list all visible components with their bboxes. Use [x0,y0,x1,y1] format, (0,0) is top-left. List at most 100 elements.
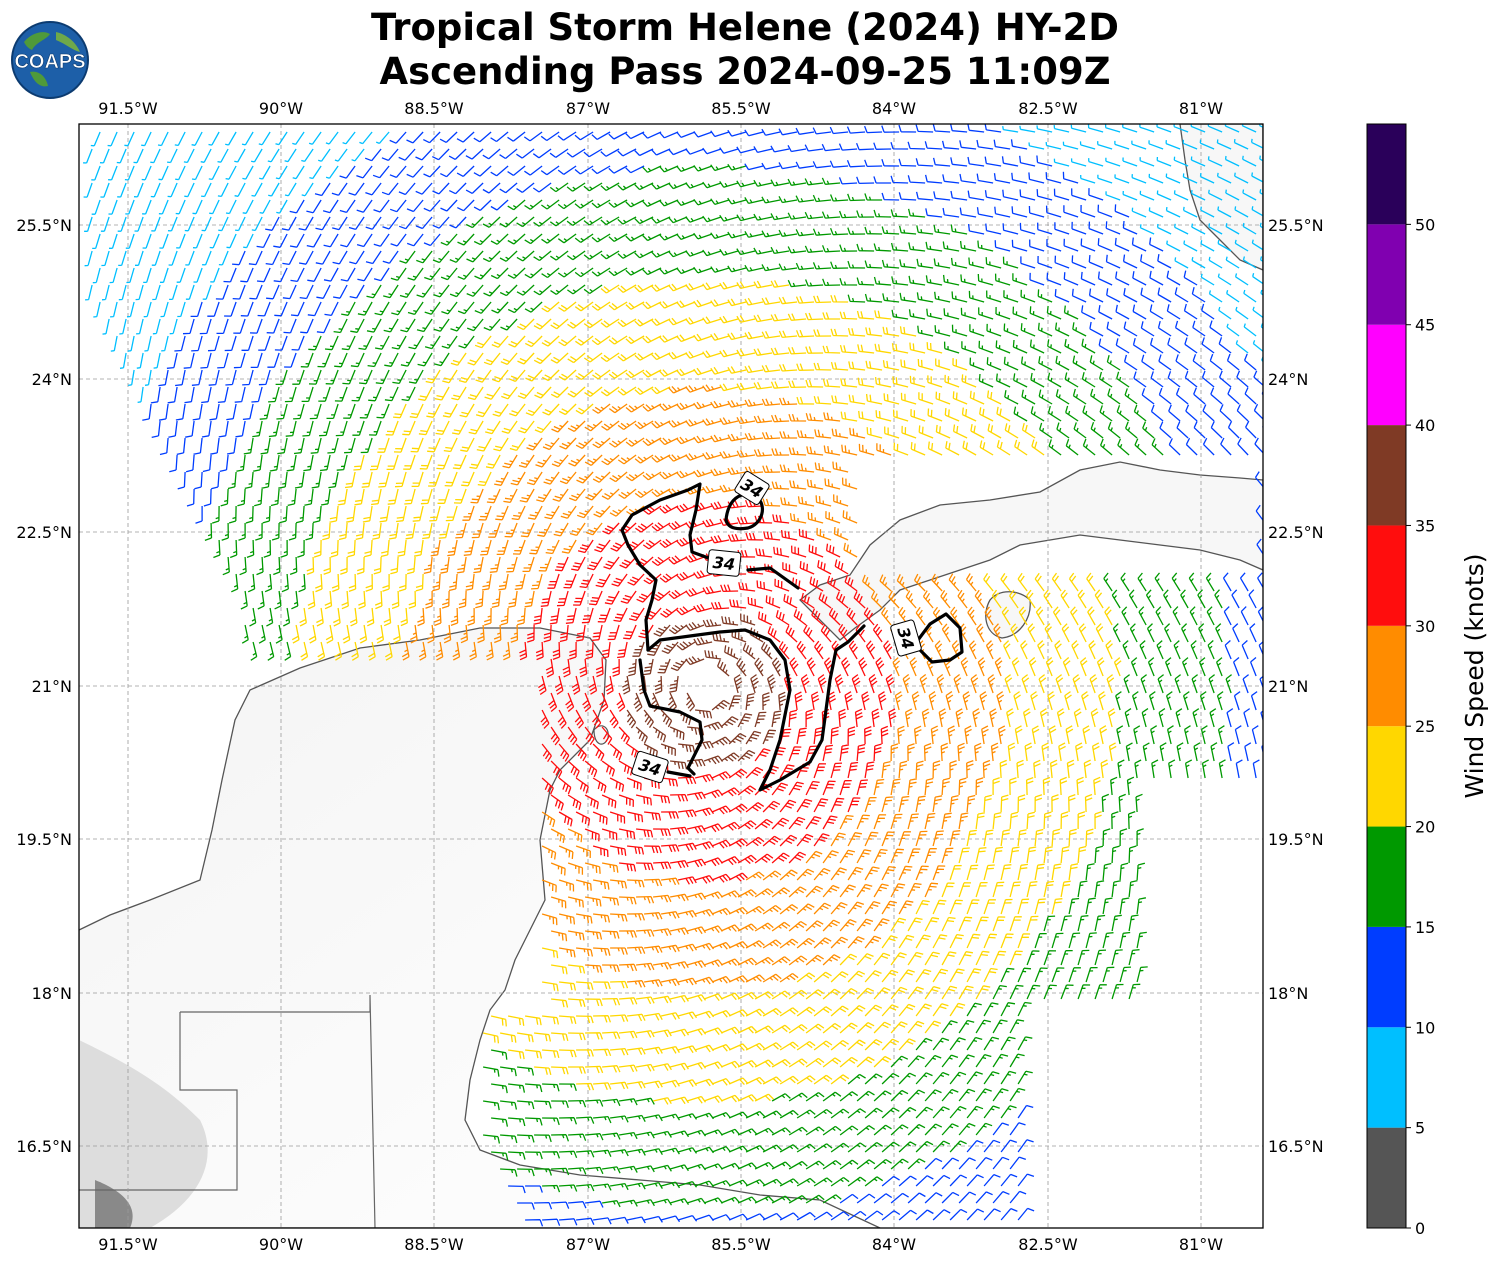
lon-label: 90°W [259,99,303,118]
wind-barb [916,292,934,303]
yucatan-landmass [79,627,881,1228]
wind-barb [557,165,577,175]
wind-barb [101,250,110,267]
wind-barb [249,284,263,300]
wind-barb [1266,590,1273,608]
wind-barb [977,273,994,286]
wind-barb [191,335,203,352]
wind-barb [1063,238,1079,252]
wind-barb [1234,172,1249,184]
wind-barb [1010,139,1028,150]
wind-barb [176,233,186,249]
wind-barb [474,335,492,349]
wind-barb [1088,255,1104,269]
colorbar-tick-label: 30 [1415,617,1435,636]
wind-barb [1225,256,1240,269]
wind-barb [1020,256,1036,269]
wind-barb [401,386,416,402]
wind-barb [1216,172,1232,184]
wind-barb [499,250,518,262]
wind-barb [583,148,603,158]
wind-barb [1062,171,1079,184]
wind-barb [583,352,603,363]
wind-barb [890,209,909,218]
wind-barb [1149,304,1164,320]
lon-label: 91.5°W [98,99,158,118]
wind-barb [1063,272,1079,286]
wind-barb [174,131,186,147]
wind-barb [1268,658,1274,677]
wind-barb [356,165,373,179]
wind-barb [383,284,399,299]
wind-barb [407,267,424,281]
wind-barb [169,318,178,335]
wind-barb [466,318,484,332]
wind-barb [1270,760,1276,778]
wind-barb [907,208,926,218]
wind-barb [365,216,382,230]
wind-barb [787,313,807,321]
wind-barb [1063,305,1079,320]
wind-barb [566,216,586,226]
wind-barb [124,165,135,181]
wind-barb [1097,141,1113,150]
wind-barb [778,128,798,136]
wind-barb [1070,158,1087,167]
wind-barb [176,267,186,283]
wind-barb [389,131,407,144]
wind-barb [406,233,424,247]
wind-barb [600,250,620,260]
wind-barb [307,267,322,282]
wind-barb [583,284,603,295]
wind-barb [127,335,135,352]
wind-barb [208,165,220,181]
wind-barb [315,250,331,265]
wind-barb [175,199,186,215]
wind-barb [710,164,730,172]
wind-barb [1201,337,1215,354]
wind-barb [334,148,348,162]
wind-barb [117,182,127,198]
wind-barb [183,148,195,164]
wind-barb [976,139,994,150]
wind-barb [284,352,297,368]
wind-barb [292,131,305,146]
wind-barb [357,301,373,316]
wind-barb [158,165,169,181]
wind-barb [770,213,790,221]
wind-barb [856,277,875,286]
wind-barb [1054,289,1070,303]
lat-label: 22.5°N [16,523,72,542]
wind-barb [804,178,824,186]
wind-barb [608,267,628,277]
wind-barb [398,216,416,230]
wind-barb [483,318,501,331]
wind-barb [374,335,390,350]
wind-barb [541,267,560,279]
wind-barb [847,327,866,337]
wind-barb [943,341,960,354]
wind-barb [233,352,246,369]
wind-barb [778,330,798,339]
wind-barb [550,352,569,364]
wind-barb [142,199,152,215]
wind-barb [306,199,322,214]
wind-barb [1012,273,1028,286]
wind-barb [778,162,798,170]
wind-barb [225,369,237,386]
wind-barb [916,225,934,235]
wind-barb [917,358,934,371]
wind-barb [1019,189,1036,201]
wind-barb [184,386,195,404]
wind-barb [225,199,237,215]
wind-barb [340,233,356,248]
wind-barb [1208,290,1223,303]
wind-barb [1037,322,1053,337]
wind-barb [829,194,849,202]
wind-barb [267,352,280,368]
wind-barb [813,329,832,337]
wind-barb [985,257,1002,269]
wind-barb [830,361,849,371]
wind-barb [457,199,475,212]
wind-barb [317,352,331,368]
